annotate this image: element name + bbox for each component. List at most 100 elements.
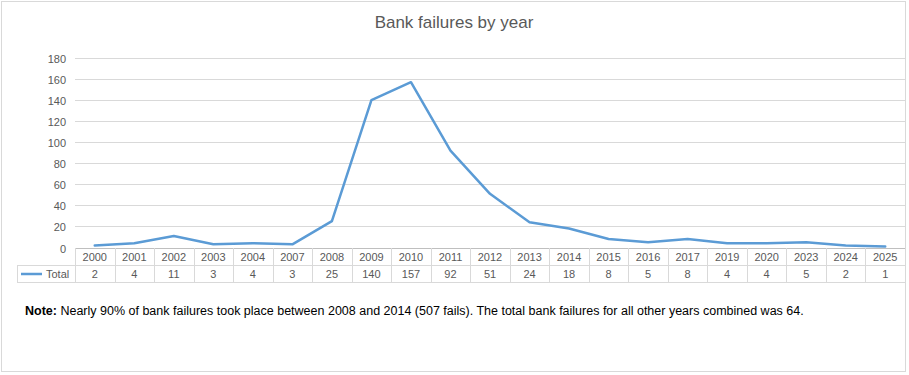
table-line (470, 248, 471, 282)
y-tick-label: 120 (48, 116, 66, 128)
x-tick-label: 2023 (794, 251, 818, 263)
x-tick-label: 2009 (359, 251, 383, 263)
grid-line (75, 58, 905, 59)
x-tick-label: 2015 (596, 251, 620, 263)
y-tick-label: 0 (60, 243, 66, 255)
data-label: 8 (606, 268, 612, 280)
grid-line (75, 163, 905, 164)
y-tick-label: 160 (48, 74, 66, 86)
data-label: 11 (168, 268, 179, 280)
table-line (17, 282, 905, 283)
data-table: 2000 2001 2002 2003 2004 2007 2008 2009 2010 2011… (17, 248, 906, 283)
table-line (865, 248, 866, 282)
note-text: Note: (25, 304, 57, 318)
data-label: 8 (685, 268, 691, 280)
table-line (826, 248, 827, 282)
table-line (17, 265, 905, 266)
x-tick-label: 2013 (517, 251, 541, 263)
grid-line (75, 226, 905, 227)
grid (75, 59, 905, 249)
x-tick-label: 2010 (399, 251, 423, 263)
x-tick-label: 2019 (715, 251, 739, 263)
x-tick-label: 2002 (162, 251, 186, 263)
note: Note: Nearly 90% of bank failures took p… (25, 304, 804, 318)
x-tick-label: 2020 (754, 251, 778, 263)
grid-line (75, 184, 905, 185)
data-label: 3 (210, 268, 216, 280)
data-label: 3 (289, 268, 295, 280)
y-tick-label: 140 (48, 95, 66, 107)
table-line (194, 248, 195, 282)
y-tick-label: 100 (48, 137, 66, 149)
data-label: 4 (131, 268, 137, 280)
grid-line (75, 205, 905, 206)
note-text: Nearly 90% of bank failures took place b… (57, 304, 804, 318)
data-label: 157 (402, 268, 420, 280)
table-line (233, 248, 234, 282)
chart-frame (2, 2, 906, 372)
data-label: 24 (523, 268, 535, 280)
table-line (115, 248, 116, 282)
table-line (273, 248, 274, 282)
table-line (549, 248, 550, 282)
y-tick-label: 20 (54, 221, 66, 233)
table-line (431, 248, 432, 282)
table-line (707, 248, 708, 282)
x-tick-label: 2004 (241, 251, 265, 263)
table-line (312, 248, 313, 282)
table-line (628, 248, 629, 282)
x-tick-label: 2016 (636, 251, 660, 263)
x-tick-label: 2008 (320, 251, 344, 263)
grid-line (75, 121, 905, 122)
x-tick-label: 2014 (557, 251, 581, 263)
x-tick-label: 2003 (201, 251, 225, 263)
data-label: 1 (882, 268, 888, 280)
grid-line (75, 248, 905, 249)
plot-area (95, 82, 885, 246)
table-line (510, 248, 511, 282)
chart-container: Bank failures by year 0 20 40 60 80 100 120 140 1… (0, 0, 909, 375)
data-label: 140 (362, 268, 380, 280)
x-tick-label: 2025 (873, 251, 897, 263)
legend-label: Total (46, 268, 69, 280)
y-tick-label: 180 (48, 53, 66, 65)
x-tick-label: 2007 (280, 251, 304, 263)
data-label: 18 (563, 268, 575, 280)
series-line (95, 82, 885, 246)
legend-key (21, 273, 42, 276)
data-label: 2 (92, 268, 98, 280)
y-tick-label: 40 (54, 200, 66, 212)
grid-line (75, 79, 905, 80)
chart-svg: Bank failures by year 0 20 40 60 80 100 120 140 1… (0, 0, 909, 375)
data-label: 4 (250, 268, 256, 280)
data-label: 4 (724, 268, 730, 280)
table-line (352, 248, 353, 282)
table-line (747, 248, 748, 282)
table-line (75, 248, 76, 282)
table-line (786, 248, 787, 282)
data-label: 92 (444, 268, 456, 280)
table-line (17, 265, 18, 282)
x-tick-label: 2001 (122, 251, 146, 263)
table-line (391, 248, 392, 282)
x-tick-label: 2012 (478, 251, 502, 263)
x-tick-label: 2011 (439, 251, 463, 263)
x-tick-label: 2017 (675, 251, 699, 263)
x-axis-line (75, 248, 905, 249)
table-line (905, 248, 906, 282)
y-tick-label: 80 (54, 158, 66, 170)
table-line (589, 248, 590, 282)
y-tick-label: 60 (54, 179, 66, 191)
x-tick-label: 2000 (83, 251, 107, 263)
chart-title: Bank failures by year (375, 13, 534, 32)
grid-line (75, 142, 905, 143)
table-line (668, 248, 669, 282)
data-label: 2 (843, 268, 849, 280)
x-tick-label: 2024 (833, 251, 857, 263)
data-label: 4 (764, 268, 770, 280)
data-label: 25 (326, 268, 338, 280)
data-label: 5 (803, 268, 809, 280)
table-line (154, 248, 155, 282)
data-label: 51 (484, 268, 496, 280)
grid-line (75, 100, 905, 101)
